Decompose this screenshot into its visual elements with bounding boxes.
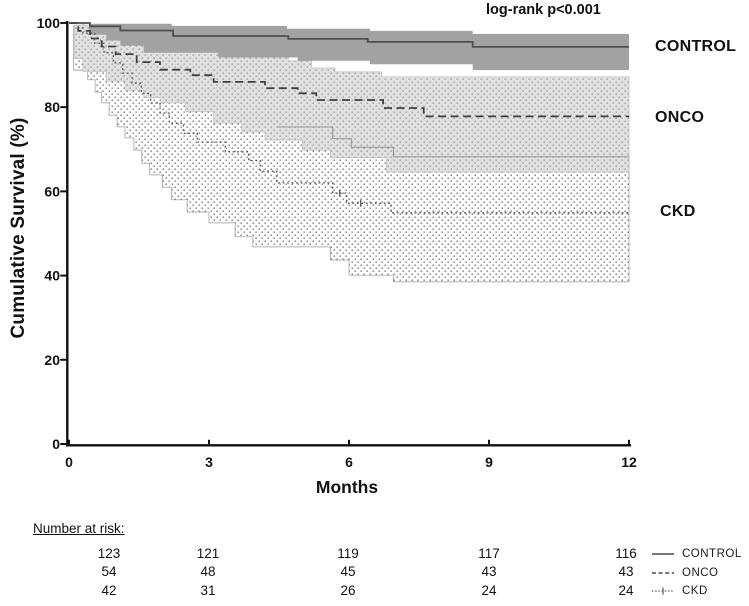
x-axis-title: Months	[315, 477, 379, 497]
risk-count-onco-t12: 43	[618, 564, 634, 579]
y-tick-label: 20	[44, 352, 60, 368]
x-tick-label: 3	[205, 454, 213, 470]
y-tick-label: 40	[44, 268, 60, 284]
risk-count-onco-t0: 54	[101, 564, 117, 579]
log-rank-annotation: log-rank p<0.001	[486, 2, 601, 18]
survival-curve-onco	[69, 22, 629, 118]
risk-count-onco-t9: 43	[481, 564, 497, 579]
y-tick-label: 0	[52, 436, 60, 452]
solid-line-icon	[652, 552, 674, 555]
confidence-bands	[73, 23, 630, 283]
tick-labels: 100 80 60 40 20 00 3 6 9 12	[37, 15, 637, 470]
axes	[60, 21, 631, 447]
x-tick-label: 6	[345, 454, 353, 470]
legend-label: ONCO	[682, 566, 719, 579]
risk-table-title: Number at risk:	[33, 521, 125, 536]
survival-curve-control	[69, 22, 629, 48]
legend-item-onco: ONCO	[651, 566, 719, 579]
risk-count-control-t0: 123	[97, 546, 121, 561]
y-tick-label: 80	[44, 99, 60, 115]
risk-count-ckd-t6: 26	[340, 583, 356, 598]
risk-count-control-t12: 116	[615, 546, 637, 561]
curve-label-ckd: CKD	[660, 203, 696, 220]
x-tick-label: 0	[65, 454, 73, 470]
x-tick-label: 9	[485, 454, 493, 470]
y-tick-label: 100	[37, 15, 61, 31]
curve-label-control: CONTROL	[655, 38, 737, 55]
risk-count-onco-t6: 45	[340, 564, 356, 579]
legend-item-control: CONTROL	[651, 547, 742, 560]
risk-count-ckd-t0: 42	[101, 583, 117, 598]
risk-count-ckd-t3: 31	[200, 583, 216, 598]
risk-count-control-t6: 119	[337, 546, 359, 561]
legend-label: CKD	[682, 584, 708, 597]
curve-label-onco: ONCO	[655, 109, 705, 126]
risk-count-control-t3: 121	[196, 546, 220, 561]
ci-upper-edge-ckd	[276, 126, 629, 158]
risk-count-control-t9: 117	[478, 546, 500, 561]
y-tick-label: 60	[44, 183, 60, 199]
legend-item-ckd: CKD	[651, 584, 708, 597]
risk-count-ckd-t12: 24	[618, 583, 634, 598]
survival-curves	[69, 22, 629, 214]
risk-count-onco-t3: 48	[200, 564, 216, 579]
dashed-line-icon	[652, 571, 674, 574]
risk-count-ckd-t9: 24	[481, 583, 497, 598]
x-tick-label: 12	[621, 454, 637, 470]
legend-label: CONTROL	[682, 547, 742, 560]
y-axis-title: Cumulative Survival (%)	[8, 117, 29, 339]
dotted-tick-line-icon	[652, 587, 674, 594]
